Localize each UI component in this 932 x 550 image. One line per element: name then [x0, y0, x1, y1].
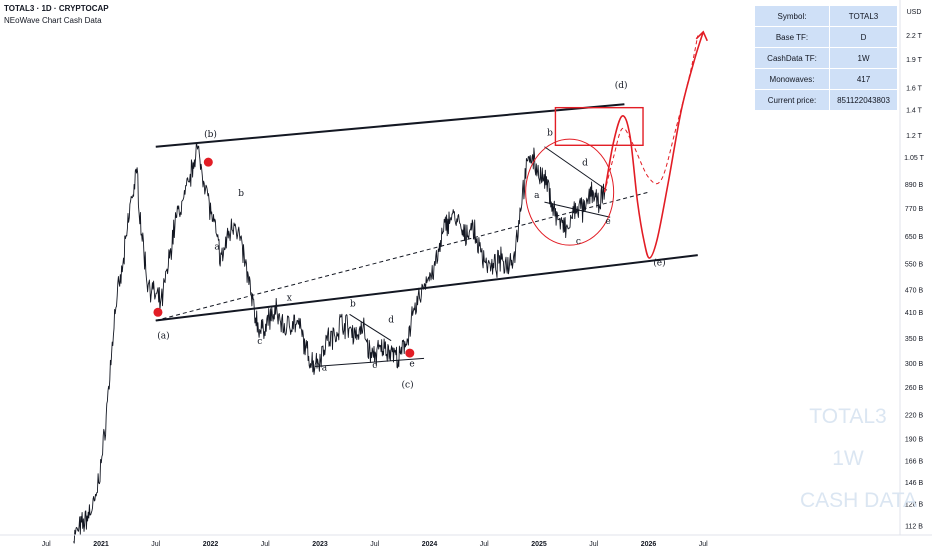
projection-dashed	[604, 35, 699, 193]
info-value: TOTAL3	[829, 5, 898, 27]
y-tick-label: 410 B	[905, 310, 924, 317]
pivot-marker	[405, 348, 415, 358]
wave-labels: (a) (b) (c) (d) (e) a b c a b c d e x a b c d e	[157, 80, 665, 390]
wave-label: e	[605, 217, 610, 227]
wave-label: (a)	[157, 330, 169, 341]
y-tick-label: 1.2 T	[906, 133, 923, 140]
y-tick-label: 550 B	[905, 261, 924, 268]
y-tick-label: 190 B	[905, 436, 924, 443]
x-tick-label: 2025	[531, 541, 547, 548]
y-tick-label: 220 B	[905, 412, 924, 419]
wave-label: c	[372, 361, 377, 371]
wave-label: (d)	[615, 80, 628, 91]
x-tick-label: Jul	[261, 541, 270, 548]
time-axis: Jul 2021 Jul 2022 Jul 2023 Jul 2024 Jul 2025 Jul 20…	[0, 534, 932, 548]
info-key: Current price:	[754, 89, 830, 111]
watermark-symbol: TOTAL3	[809, 405, 887, 428]
y-tick-label: 470 B	[905, 287, 924, 294]
wave-label: x	[287, 294, 292, 304]
info-row-current-price: Current price: 851122043803	[754, 89, 898, 111]
wave-label: a	[214, 243, 220, 253]
info-row-symbol: Symbol: TOTAL3	[754, 5, 898, 27]
y-tick-label: 1.05 T	[904, 155, 924, 162]
y-tick-label: 260 B	[905, 385, 924, 392]
x-tick-label: 2026	[641, 541, 657, 548]
circle-zone	[525, 138, 615, 246]
y-tick-label: 890 B	[905, 182, 924, 189]
wave-label: d	[388, 316, 394, 326]
info-value: 851122043803	[829, 89, 898, 111]
y-tick-label: 128 B	[905, 502, 924, 509]
x-tick-label: Jul	[699, 541, 708, 548]
x-tick-label: Jul	[42, 541, 51, 548]
y-tick-label: 1.6 T	[906, 86, 923, 93]
midline-dashed	[155, 191, 649, 321]
info-key: Monowaves:	[754, 68, 830, 90]
y-tick-label: 1.4 T	[906, 108, 923, 115]
info-key: Symbol:	[754, 5, 830, 27]
info-value: 417	[829, 68, 898, 90]
upper-channel-line	[155, 103, 625, 148]
x-tick-label: Jul	[480, 541, 489, 548]
info-value: 1W	[829, 47, 898, 69]
wave-label: d	[582, 158, 588, 168]
price-series	[73, 143, 606, 544]
x-tick-label: Jul	[151, 541, 160, 548]
wave-label: c	[576, 237, 581, 247]
y-tick-label: 166 B	[905, 459, 924, 466]
chart-title: TOTAL3 · 1D · CRYPTOCAP	[4, 4, 109, 13]
x-tick-label: Jul	[589, 541, 598, 548]
y-tick-label: 350 B	[905, 336, 924, 343]
info-key: CashData TF:	[754, 47, 830, 69]
y-tick-label: 1.9 T	[906, 57, 923, 64]
projection-arrowhead	[695, 30, 708, 42]
wave-label: e	[409, 359, 414, 369]
target-box	[554, 106, 644, 146]
price-line	[73, 143, 606, 544]
wave-label: b	[238, 189, 244, 199]
y-tick-label: 146 B	[905, 480, 924, 487]
info-row-monowaves: Monowaves: 417	[754, 68, 898, 90]
y-tick-label: 650 B	[905, 234, 924, 241]
currency-label: USD	[907, 9, 922, 16]
c-triangle-upper	[349, 313, 392, 342]
trendlines	[155, 103, 698, 367]
x-tick-label: 2022	[203, 541, 219, 548]
info-table: Symbol: TOTAL3 Base TF: D CashData TF: 1…	[754, 5, 898, 111]
info-key: Base TF:	[754, 26, 830, 48]
info-value: D	[829, 26, 898, 48]
x-tick-label: Jul	[370, 541, 379, 548]
x-tick-label: 2023	[312, 541, 328, 548]
watermark-caption: CASH DATA	[800, 489, 918, 512]
x-tick-label: 2021	[93, 541, 109, 548]
pivot-marker	[203, 157, 213, 167]
pivot-marker	[153, 307, 163, 317]
lower-channel-line	[155, 254, 698, 322]
price-axis: USD 2.2 T 1.9 T 1.6 T 1.4 T 1.2 T 1.05 T 890 B 7…	[899, 0, 925, 535]
wave-label: b	[350, 299, 356, 309]
y-tick-label: 2.2 T	[906, 33, 923, 40]
wave-label: a	[534, 191, 540, 201]
info-row-cashdata-tf: CashData TF: 1W	[754, 47, 898, 69]
y-tick-label: 300 B	[905, 361, 924, 368]
d-triangle-upper	[544, 146, 608, 191]
wave-label: c	[257, 337, 262, 347]
wave-label: b	[547, 128, 553, 138]
projection-solid	[603, 31, 705, 259]
c-triangle-lower	[314, 357, 425, 367]
info-row-base-tf: Base TF: D	[754, 26, 898, 48]
y-tick-label: 770 B	[905, 206, 924, 213]
x-tick-label: 2024	[422, 541, 438, 548]
wave-label: (c)	[402, 379, 414, 390]
wave-label: a	[322, 363, 328, 373]
y-tick-label: 112 B	[905, 524, 923, 531]
wave-label: (b)	[204, 129, 217, 140]
watermark-timeframe: 1W	[832, 447, 864, 470]
wave-label: (e)	[653, 257, 665, 268]
projection-overlay	[153, 30, 708, 358]
chart-subtitle: NEoWave Chart Cash Data	[4, 16, 102, 25]
